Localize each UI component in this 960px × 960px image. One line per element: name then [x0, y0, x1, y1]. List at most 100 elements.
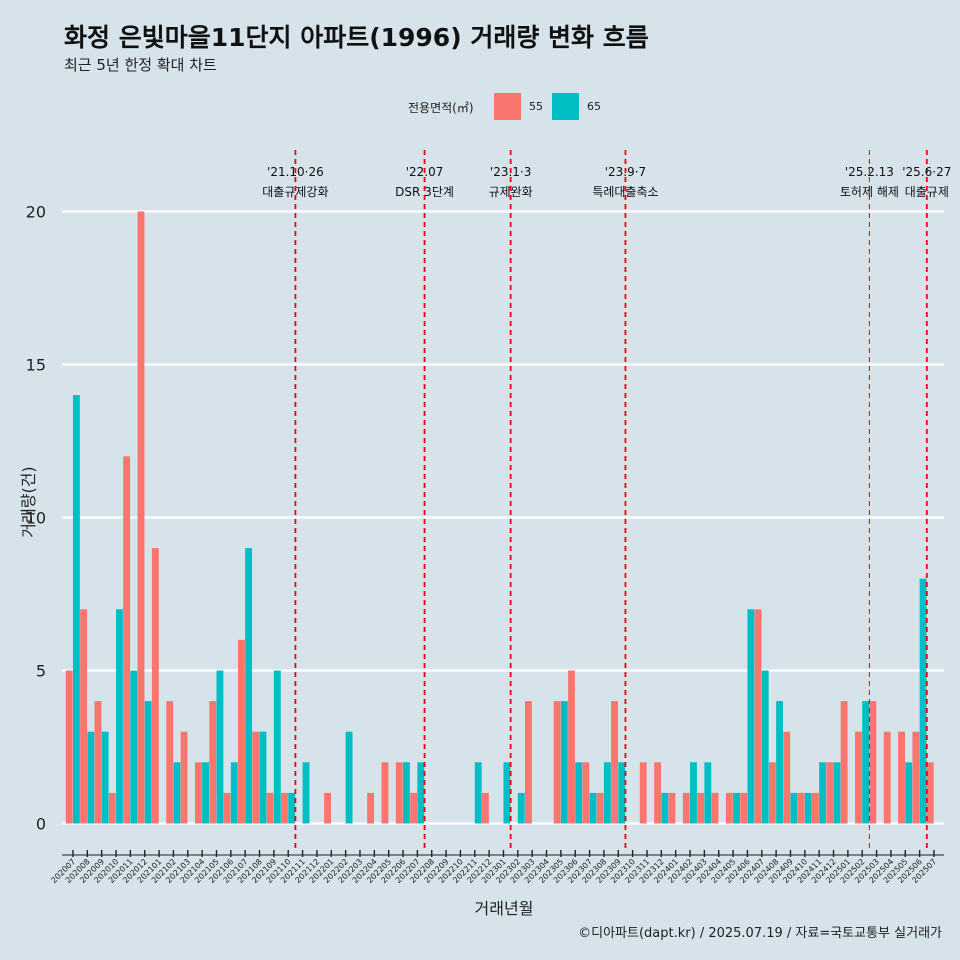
bar-65-202403 — [704, 762, 711, 823]
x-axis: 2020072020082020092020102020112020122021… — [49, 850, 944, 885]
bar-55-202407 — [755, 609, 762, 823]
bar-55-202309 — [611, 701, 618, 823]
bar-55-202109 — [267, 793, 274, 824]
bar-55-202009 — [95, 701, 102, 823]
bar-55-202207 — [410, 793, 417, 824]
bar-65-202407 — [762, 671, 769, 824]
bar-55-202303 — [525, 701, 532, 823]
bar-65-202106 — [231, 762, 238, 823]
bar-chart: '21.10·26 대출규제강화 '22.07 DSR 3단계 '23.1·3 규제완화 '… — [0, 0, 960, 960]
bar-65-202109 — [274, 671, 281, 824]
bar-65-202010 — [116, 609, 123, 823]
event-date-202207: '22.07 — [406, 165, 444, 179]
bar-65-202305 — [561, 701, 568, 823]
bar-55-202105 — [209, 701, 216, 823]
bar-55-202012 — [138, 212, 145, 824]
bar-55-202404 — [712, 793, 719, 824]
bar-65-202107 — [245, 548, 252, 823]
bar-55-202102 — [166, 701, 173, 823]
bar-55-202405 — [726, 793, 733, 824]
bar-65-202406 — [747, 609, 754, 823]
event-markers: '21.10·26 대출규제강화 '22.07 DSR 3단계 '23.1·3 규제완화 '… — [262, 150, 951, 852]
bar-65-202009 — [102, 732, 109, 824]
bar-65-202104 — [202, 762, 209, 823]
event-label-202309: 특례대출축소 — [592, 185, 658, 199]
bar-55-202110 — [281, 793, 288, 824]
y-tick-label: 5 — [36, 662, 46, 681]
bar-55-202108 — [252, 732, 259, 824]
bar-55-202307 — [582, 762, 589, 823]
event-label-202502: 토허제 해제 — [840, 185, 899, 199]
bar-55-202507 — [927, 762, 934, 823]
bar-65-202410 — [805, 793, 812, 824]
event-label-202207: DSR 3단계 — [395, 185, 454, 199]
bar-55-202103 — [181, 732, 188, 824]
bar-55-202008 — [80, 609, 87, 823]
bar-55-202412 — [826, 762, 833, 823]
bar-55-202305 — [554, 701, 561, 823]
event-date-202506: '25.6·27 — [902, 165, 951, 179]
bar-55-202311 — [640, 762, 647, 823]
gridlines — [62, 212, 944, 824]
bar-55-202201 — [324, 793, 331, 824]
bar-55-202106 — [224, 793, 231, 824]
bar-55-202410 — [798, 793, 805, 824]
bar-65-202506 — [920, 579, 927, 824]
y-tick-label: 20 — [26, 203, 46, 222]
bar-65-202102 — [173, 762, 180, 823]
event-label-202506: 대출규제 — [905, 185, 949, 199]
bar-55-202308 — [597, 793, 604, 824]
bar-65-202008 — [87, 732, 94, 824]
bar-65-202108 — [260, 732, 267, 824]
bar-65-202007 — [73, 395, 80, 823]
bar-65-202011 — [130, 671, 137, 824]
bar-65-202306 — [575, 762, 582, 823]
y-tick-label: 15 — [26, 356, 46, 375]
bar-55-202406 — [740, 793, 747, 824]
x-axis-title: 거래년월 — [475, 899, 534, 918]
bar-55-202502 — [855, 732, 862, 824]
bar-55-202411 — [812, 793, 819, 824]
bar-55-202504 — [884, 732, 891, 824]
bar-55-202408 — [769, 762, 776, 823]
bar-65-202411 — [819, 762, 826, 823]
bar-65-202207 — [417, 762, 424, 823]
event-label-202110: 대출규제강화 — [262, 185, 328, 199]
bar-55-202107 — [238, 640, 245, 824]
bar-65-202502 — [862, 701, 869, 823]
bar-55-202011 — [123, 456, 130, 823]
bar-55-202007 — [66, 671, 73, 824]
bar-55-202306 — [568, 671, 575, 824]
bar-55-202101 — [152, 548, 159, 823]
bar-55-202204 — [367, 793, 374, 824]
bar-65-202012 — [145, 701, 152, 823]
bar-65-202206 — [403, 762, 410, 823]
bar-65-202309 — [618, 762, 625, 823]
bar-65-202408 — [776, 701, 783, 823]
bar-65-202301 — [503, 762, 510, 823]
bar-55-202206 — [396, 762, 403, 823]
bar-65-202202 — [346, 732, 353, 824]
bar-55-202501 — [841, 701, 848, 823]
event-date-202502: '25.2.13 — [845, 165, 894, 179]
bar-65-202312 — [661, 793, 668, 824]
bar-55-202212 — [482, 793, 489, 824]
event-date-202309: '23.9·7 — [605, 165, 646, 179]
event-date-202301: '23.1·3 — [490, 165, 531, 179]
bar-55-202403 — [697, 793, 704, 824]
bar-65-202505 — [905, 762, 912, 823]
y-tick-label: 0 — [36, 815, 46, 834]
bar-65-202402 — [690, 762, 697, 823]
bar-65-202105 — [216, 671, 223, 824]
bar-55-202409 — [783, 732, 790, 824]
bar-65-202405 — [733, 793, 740, 824]
bar-55-202312 — [654, 762, 661, 823]
bar-55-202205 — [382, 762, 389, 823]
bar-55-202104 — [195, 762, 202, 823]
bar-65-202111 — [303, 762, 310, 823]
event-date-202110: '21.10·26 — [267, 165, 324, 179]
bar-55-202503 — [869, 701, 876, 823]
bar-65-202302 — [518, 793, 525, 824]
event-label-202301: 규제완화 — [489, 185, 533, 199]
bar-55-202402 — [683, 793, 690, 824]
